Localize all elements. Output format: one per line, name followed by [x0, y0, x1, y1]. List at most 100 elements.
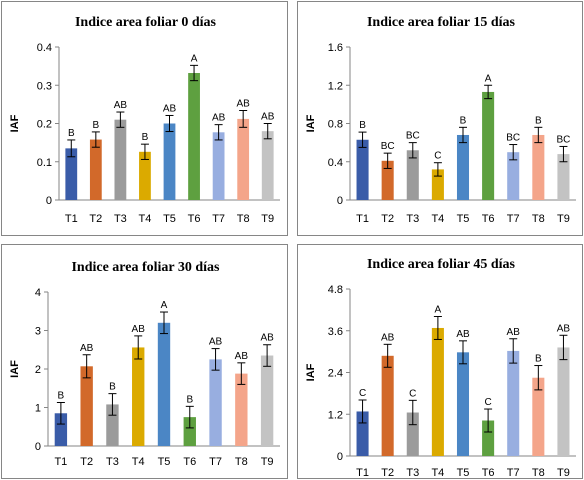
bar-t9 [557, 154, 570, 200]
bar-t2 [381, 355, 394, 456]
significance-label: AB [261, 112, 275, 123]
significance-label: BC [556, 134, 570, 145]
y-tick-label: 1.2 [328, 409, 343, 421]
significance-label: C [409, 388, 416, 399]
significance-label: AB [114, 100, 128, 111]
x-tick-label: T5 [457, 467, 470, 479]
y-tick-label: 0.2 [37, 119, 52, 131]
bar-t1 [54, 413, 68, 446]
y-tick-label: 0.3 [37, 80, 52, 92]
bar-t4 [431, 327, 444, 456]
y-tick-label: 0.1 [37, 157, 52, 169]
y-tick-label: 2.4 [328, 368, 343, 380]
bar-t1 [356, 139, 369, 200]
y-tick-label: 0.4 [328, 157, 343, 169]
bar-t3 [406, 412, 419, 456]
bar-t5 [157, 322, 171, 446]
bar-t6 [482, 91, 495, 200]
y-tick-label: 3 [35, 326, 41, 338]
chart-svg-45-days: Indice area foliar 45 días IAF 0 1.2 2.4 3.6 4… [305, 257, 576, 479]
bar-t4 [139, 151, 151, 200]
y-tick-label: 2 [35, 364, 41, 376]
bar-t2 [80, 366, 93, 446]
x-tick-label: T6 [183, 456, 196, 468]
x-tick-label: T9 [557, 213, 570, 225]
chart-svg-15-days: Indice area foliar 15 días IAF 0 0.4 0.8 1.2 1… [305, 15, 576, 225]
x-tick-label: T9 [261, 456, 274, 468]
y-tick-label: 0 [337, 195, 343, 207]
bar-t2 [89, 139, 102, 200]
x-tick-label: T8 [235, 456, 248, 468]
x-tick-label: T3 [106, 456, 119, 468]
x-tick-label: T7 [507, 467, 520, 479]
y-tick-label: 4 [35, 287, 41, 299]
bar-t9 [557, 347, 570, 456]
y-tick-label: 1.6 [328, 42, 343, 54]
x-tick-label: T1 [65, 213, 78, 225]
significance-label: AB [236, 98, 250, 109]
significance-label: B [109, 382, 116, 393]
bar-t5 [163, 123, 176, 200]
x-tick-label: T2 [381, 213, 394, 225]
bar-t8 [532, 134, 545, 200]
significance-label: AB [209, 337, 223, 348]
x-tick-label: T9 [557, 467, 570, 479]
significance-label: C [359, 388, 366, 399]
bar-t8 [532, 377, 545, 456]
chart-title: Indice area foliar 45 días [367, 257, 516, 272]
bar-t2 [381, 160, 394, 200]
x-tick-label: T2 [89, 213, 102, 225]
significance-label: B [68, 128, 75, 139]
chart-panel-15-days: Indice area foliar 15 días IAF 0 0.4 0.8 1.2 1… [297, 1, 583, 236]
significance-label: C [484, 397, 491, 408]
significance-label: B [460, 115, 467, 126]
x-tick-label: T4 [431, 467, 444, 479]
bar-t9 [261, 131, 274, 200]
significance-label: BC [381, 141, 395, 152]
significance-label: B [92, 120, 99, 131]
x-tick-label: T2 [80, 456, 93, 468]
significance-label: AB [456, 329, 470, 340]
bar-t3 [406, 150, 419, 200]
y-axis-label: IAF [9, 360, 21, 378]
chart-svg-30-days: Indice area foliar 30 díasIAF01234BT1ABT… [9, 260, 280, 468]
significance-label: AB [163, 103, 177, 114]
x-tick-label: T4 [139, 213, 152, 225]
chart-title: Indice area foliar 0 días [75, 15, 217, 30]
x-tick-label: T3 [114, 213, 127, 225]
significance-label: B [359, 120, 366, 131]
x-tick-label: T4 [132, 456, 145, 468]
y-tick-label: 4.8 [328, 284, 343, 296]
chart-panel-45-days: Indice area foliar 45 días IAF 0 1.2 2.4 3.6 4… [297, 244, 583, 479]
x-tick-label: T6 [482, 213, 495, 225]
significance-label: A [485, 73, 492, 84]
bar-t3 [114, 119, 127, 200]
bar-t7 [209, 359, 222, 446]
bar-t7 [212, 132, 225, 200]
y-tick-label: 0.4 [37, 42, 52, 54]
x-tick-label: T8 [532, 213, 545, 225]
bar-t6 [482, 420, 495, 456]
chart-panel-0-days: Indice area foliar 0 días IAF 0 0.1 0.2 0.3 0.… [1, 1, 288, 236]
chart-svg-0-days: Indice area foliar 0 días IAF 0 0.1 0.2 0.3 0.… [9, 15, 280, 225]
significance-label: A [435, 304, 442, 315]
y-axis-label: IAF [305, 363, 317, 381]
significance-label: B [58, 390, 65, 401]
significance-label: AB [80, 343, 94, 354]
significance-label: B [535, 115, 542, 126]
y-tick-label: 0 [46, 195, 52, 207]
bar-t8 [237, 118, 250, 200]
y-axis-label: IAF [9, 114, 21, 132]
chart-title: Indice area foliar 15 días [367, 15, 516, 30]
significance-label: AB [260, 333, 274, 344]
bar-t8 [235, 373, 248, 446]
bar-t4 [132, 347, 145, 446]
significance-label: BC [506, 133, 520, 144]
significance-label: AB [212, 113, 226, 124]
chart-title: Indice area foliar 30 días [71, 260, 220, 275]
x-tick-label: T1 [356, 213, 369, 225]
significance-label: B [186, 394, 193, 405]
y-axis-label: IAF [305, 114, 317, 132]
significance-label: AB [507, 327, 521, 338]
x-tick-label: T9 [261, 213, 274, 225]
